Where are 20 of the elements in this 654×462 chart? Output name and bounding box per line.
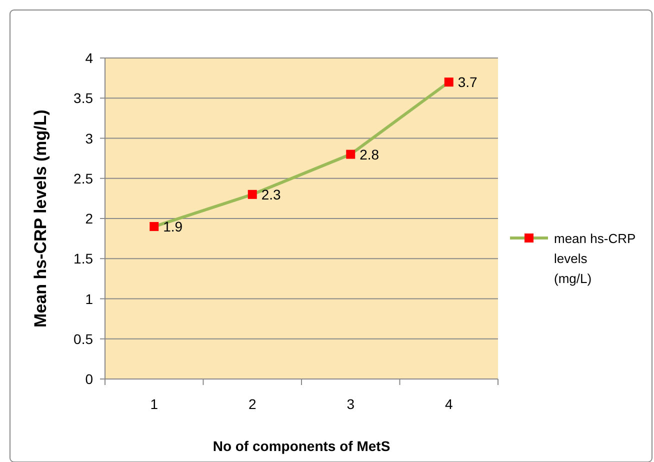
x-tick-label: 4 — [444, 396, 453, 412]
y-tick-label: 2 — [85, 210, 94, 226]
y-axis-title: Mean hs-CRP levels (mg/L) — [31, 110, 50, 328]
x-tick-label: 3 — [346, 396, 355, 412]
x-tick-label: 2 — [248, 396, 256, 412]
y-tick-label: 3 — [85, 130, 94, 146]
data-label: 2.8 — [360, 146, 380, 162]
x-axis-title: No of components of MetS — [212, 438, 390, 454]
y-tick-label: 2.5 — [74, 170, 94, 186]
y-tick-label: 4 — [85, 50, 94, 66]
data-label: 3.7 — [458, 74, 478, 90]
y-tick-label: 0.5 — [74, 330, 94, 347]
data-label: 1.9 — [163, 218, 183, 235]
y-tick-label: 1.5 — [74, 250, 94, 267]
legend-label: mean hs-CRP levels (mg/L) — [554, 231, 640, 286]
data-label: 2.3 — [261, 186, 282, 202]
y-tick-label: 3.5 — [74, 90, 94, 106]
y-tick-label: 0 — [85, 371, 94, 387]
y-tick-label: 1 — [85, 290, 94, 307]
x-tick-label: 1 — [150, 396, 158, 412]
